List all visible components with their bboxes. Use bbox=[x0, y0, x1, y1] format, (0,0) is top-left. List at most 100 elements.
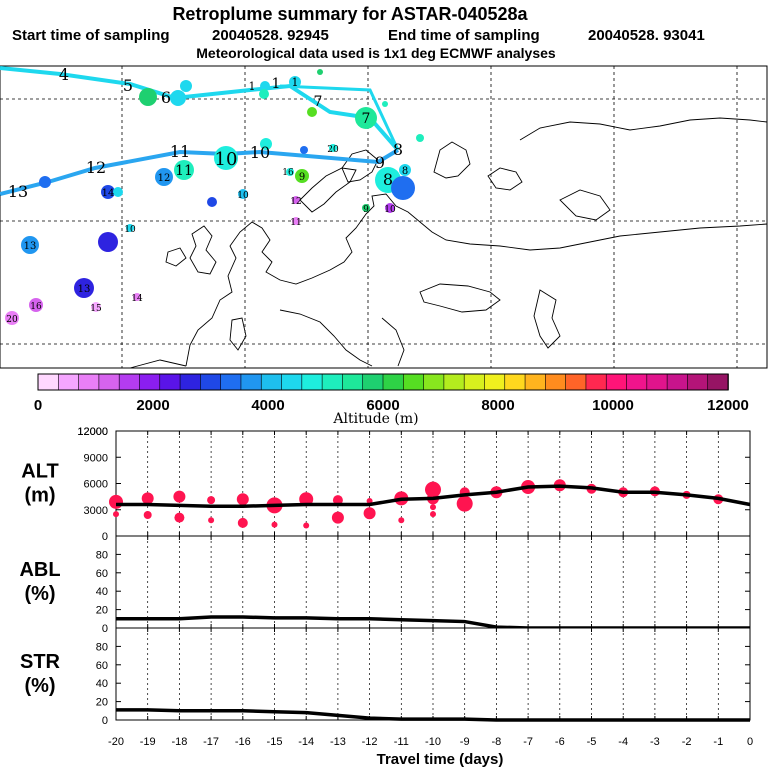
colorbar-tick-label: 4000 bbox=[251, 397, 284, 414]
altitude-point bbox=[208, 517, 215, 524]
x-tick-label: -4 bbox=[618, 736, 628, 748]
map-label: 20 bbox=[6, 315, 18, 325]
meteorological-data-note: Meteorological data used is 1x1 deg ECMW… bbox=[196, 45, 556, 61]
colorbar-tick-label: 0 bbox=[34, 397, 42, 414]
map-label: 7 bbox=[314, 94, 323, 110]
cluster-marker bbox=[416, 134, 424, 142]
cluster-marker bbox=[139, 88, 157, 106]
panel-label: ABL bbox=[19, 559, 60, 581]
cluster-marker bbox=[214, 146, 238, 170]
map-label: 5 bbox=[123, 76, 133, 95]
altitude-point bbox=[430, 511, 436, 518]
map-label: 9 bbox=[363, 205, 369, 215]
map-label: 10 bbox=[237, 191, 249, 201]
colorbar-swatch bbox=[139, 373, 161, 391]
panel-label: (%) bbox=[24, 675, 55, 697]
cluster-marker bbox=[362, 204, 370, 212]
cluster-marker bbox=[292, 196, 300, 204]
map-label: 9 bbox=[299, 172, 305, 183]
cluster-marker bbox=[259, 89, 269, 99]
colorbar-swatch bbox=[707, 373, 729, 391]
map-label: 11 bbox=[290, 218, 301, 228]
colorbar-swatch bbox=[98, 373, 120, 391]
map-label: 10 bbox=[124, 225, 136, 235]
x-tick-label: -10 bbox=[425, 736, 441, 748]
figure-title: Retroplume summary for ASTAR-040528a bbox=[172, 4, 528, 24]
end-time-label: End time of sampling bbox=[388, 27, 540, 44]
map-label: 13 bbox=[8, 182, 28, 201]
colorbar-swatch bbox=[57, 373, 80, 391]
altitude-point bbox=[237, 517, 248, 528]
y-tick-label: 0 bbox=[102, 715, 108, 727]
colorbar-tick-label: 8000 bbox=[481, 397, 514, 414]
map-label: 12 bbox=[86, 158, 106, 177]
y-tick-label: 9000 bbox=[84, 452, 108, 464]
panel-label: (%) bbox=[24, 583, 55, 605]
y-tick-label: 3000 bbox=[84, 505, 108, 517]
map-label: 16 bbox=[30, 302, 42, 312]
altitude-point bbox=[332, 495, 343, 506]
altitude-point bbox=[331, 511, 344, 524]
x-tick-label: -8 bbox=[492, 736, 502, 748]
map-label: 20 bbox=[327, 145, 339, 155]
colorbar-label: Altitude (m) bbox=[332, 411, 418, 427]
map-label: 8 bbox=[393, 140, 403, 159]
map-label: 1 bbox=[249, 80, 256, 93]
map-frame bbox=[0, 65, 768, 369]
cluster-marker bbox=[113, 187, 123, 197]
start-time-value: 20040528. 92945 bbox=[212, 27, 329, 44]
altitude-point bbox=[271, 521, 278, 528]
cluster-marker bbox=[39, 176, 51, 188]
cluster-marker bbox=[292, 217, 300, 225]
colorbar-swatch bbox=[666, 373, 689, 391]
y-tick-label: 20 bbox=[96, 605, 108, 617]
x-tick-label: -1 bbox=[713, 736, 723, 748]
panel-label: ALT bbox=[21, 461, 58, 483]
panel-label: STR bbox=[20, 651, 61, 673]
cluster-marker bbox=[207, 197, 217, 207]
x-tick-label: -19 bbox=[140, 736, 156, 748]
colorbar-swatch bbox=[118, 373, 141, 391]
cluster-marker bbox=[329, 144, 337, 152]
colorbar-swatch bbox=[362, 373, 384, 391]
cluster-marker bbox=[300, 146, 308, 154]
map-label: 13 bbox=[78, 284, 91, 295]
y-tick-label: 12000 bbox=[77, 426, 108, 438]
panel-str: 0 20 40 60 80 STR(%) bbox=[20, 627, 751, 727]
map-label: 1 bbox=[272, 76, 281, 92]
cluster-marker bbox=[317, 69, 323, 75]
altitude-point bbox=[207, 496, 216, 505]
colorbar-swatch bbox=[200, 373, 222, 391]
colorbar-swatch bbox=[37, 373, 60, 391]
altitude-point bbox=[141, 492, 154, 505]
colorbar-swatch bbox=[260, 373, 283, 391]
colorbar-swatch bbox=[687, 373, 709, 391]
y-tick-label: 60 bbox=[96, 660, 108, 672]
colorbar-swatch bbox=[159, 373, 181, 391]
y-tick-label: 80 bbox=[96, 549, 108, 561]
y-tick-label: 40 bbox=[96, 678, 108, 690]
map-label: 10 bbox=[384, 205, 396, 215]
map-label: 10 bbox=[250, 143, 270, 162]
map-label: 4 bbox=[59, 65, 69, 84]
colorbar-swatch bbox=[301, 373, 323, 391]
map-label: 9 bbox=[375, 153, 385, 172]
x-tick-label: -13 bbox=[330, 736, 346, 748]
colorbar-tick-label: 12000 bbox=[707, 397, 749, 414]
x-tick-label: -2 bbox=[682, 736, 692, 748]
colorbar-swatch bbox=[220, 373, 242, 391]
altitude-point bbox=[363, 507, 376, 520]
colorbar-swatch bbox=[585, 373, 608, 391]
x-tick-label: -3 bbox=[650, 736, 660, 748]
x-tick-label: -11 bbox=[394, 736, 409, 748]
y-tick-label: 40 bbox=[96, 586, 108, 598]
cluster-marker bbox=[5, 311, 19, 325]
cluster-marker bbox=[260, 138, 272, 150]
colorbar-swatch bbox=[443, 373, 465, 391]
cluster-marker bbox=[260, 81, 270, 91]
colorbar-swatch bbox=[524, 373, 547, 391]
map-label: 14 bbox=[131, 294, 143, 304]
cluster-marker bbox=[399, 164, 411, 176]
x-tick-label: -18 bbox=[171, 736, 187, 748]
cluster-marker bbox=[170, 90, 186, 106]
